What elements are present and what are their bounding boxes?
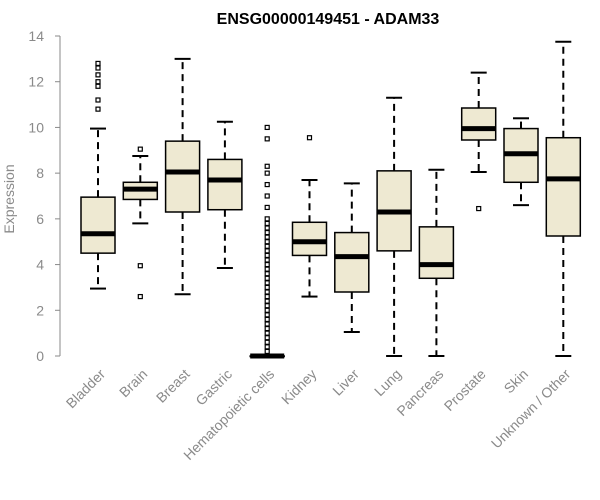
- outlier-point: [264, 234, 270, 240]
- outlier-point: [264, 289, 270, 295]
- box-unknown-other: [545, 40, 582, 357]
- box-iqr: [334, 231, 370, 293]
- outlier-point: [264, 303, 270, 309]
- outlier-point: [264, 181, 270, 188]
- outlier-point: [95, 83, 101, 89]
- outlier-point: [264, 348, 270, 355]
- box-series: [80, 40, 582, 359]
- outlier-point: [264, 261, 270, 268]
- y-axis-ticks: 0 2 4 6 8 10 12 14: [28, 28, 60, 364]
- outlier-point: [264, 271, 270, 277]
- outlier-point: [264, 293, 270, 300]
- outlier-point: [264, 284, 270, 291]
- outlier-point: [95, 72, 101, 78]
- x-tick-label: Kidney: [278, 366, 320, 408]
- x-tick-label: Breast: [153, 366, 193, 406]
- outlier-point: [264, 275, 270, 281]
- outlier-point: [264, 248, 270, 254]
- box-bladder: [80, 60, 116, 290]
- y-tick-label: 6: [36, 211, 44, 227]
- outlier-point: [95, 97, 101, 103]
- outlier-point: [95, 106, 101, 112]
- y-tick-label: 0: [36, 348, 44, 364]
- y-tick-label: 12: [28, 74, 44, 90]
- outlier-point: [137, 146, 143, 152]
- x-tick-label: Lung: [371, 366, 404, 399]
- box-hematopoietic-cells: [249, 124, 285, 359]
- box-iqr: [545, 136, 582, 237]
- outlier-point: [264, 252, 270, 259]
- x-tick-label: Skin: [501, 366, 532, 397]
- outlier-point: [264, 229, 270, 236]
- y-tick-label: 4: [36, 257, 44, 273]
- outlier-point: [264, 321, 270, 327]
- box-lung: [376, 96, 412, 357]
- x-tick-label: Liver: [329, 366, 362, 399]
- outlier-point: [264, 280, 270, 286]
- outlier-point: [264, 243, 270, 249]
- outlier-point: [264, 335, 270, 341]
- box-iqr: [418, 226, 455, 280]
- outlier-point: [264, 136, 270, 142]
- outlier-point: [264, 316, 270, 323]
- box-brain: [122, 146, 159, 300]
- outlier-point: [264, 307, 270, 313]
- outlier-point: [264, 339, 270, 345]
- x-tick-label: Unknown / Other: [488, 366, 574, 452]
- x-tick-label: Prostate: [441, 366, 489, 414]
- outlier-point: [264, 298, 270, 304]
- outlier-point: [264, 312, 270, 318]
- outlier-point: [264, 257, 270, 263]
- box-pancreas: [418, 168, 455, 357]
- outlier-point: [264, 266, 270, 272]
- outlier-point: [95, 65, 101, 71]
- outlier-point: [264, 330, 270, 336]
- outlier-point: [264, 225, 270, 231]
- y-tick-label: 2: [36, 302, 44, 318]
- box-iqr: [80, 196, 116, 254]
- outlier-point: [264, 124, 270, 131]
- outlier-point: [264, 239, 270, 245]
- outlier-point: [264, 216, 270, 222]
- outlier-point: [306, 135, 313, 141]
- box-iqr: [207, 158, 243, 211]
- outlier-point: [264, 344, 270, 350]
- outlier-point: [95, 60, 101, 67]
- outlier-point: [137, 263, 143, 269]
- chart-title: ENSG00000149451 - ADAM33: [217, 11, 440, 28]
- outlier-point: [264, 170, 270, 176]
- box-kidney: [291, 135, 328, 298]
- outlier-point: [264, 325, 270, 332]
- box-iqr: [460, 107, 497, 141]
- box-prostate: [460, 71, 497, 212]
- x-tick-label: Brain: [116, 366, 150, 400]
- outlier-point: [264, 220, 270, 227]
- box-breast: [164, 57, 201, 296]
- box-liver: [334, 182, 370, 333]
- outlier-point: [264, 204, 270, 211]
- outlier-point: [264, 163, 270, 169]
- y-tick-label: 8: [36, 165, 44, 181]
- x-tick-label: Pancreas: [393, 366, 446, 419]
- box-iqr: [291, 221, 328, 257]
- outlier-point: [95, 79, 101, 85]
- y-tick-label: 10: [28, 119, 44, 135]
- x-tick-label: Bladder: [63, 366, 109, 412]
- box-skin: [503, 117, 539, 207]
- outlier-point: [137, 293, 143, 300]
- box-gastric: [207, 120, 243, 269]
- y-tick-label: 14: [28, 28, 44, 44]
- box-iqr: [164, 140, 201, 213]
- y-axis-label: Expression: [1, 164, 17, 233]
- outlier-point: [264, 193, 270, 199]
- outlier-point: [476, 205, 482, 212]
